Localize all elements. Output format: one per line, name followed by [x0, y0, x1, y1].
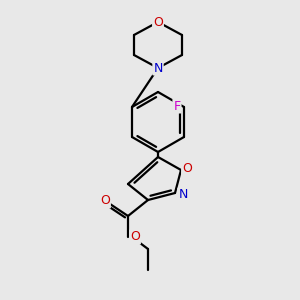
Text: F: F — [173, 100, 181, 112]
Text: N: N — [178, 188, 188, 202]
Text: O: O — [100, 194, 110, 208]
Text: O: O — [153, 16, 163, 28]
Text: N: N — [153, 61, 163, 74]
Text: O: O — [182, 161, 192, 175]
Text: O: O — [130, 230, 140, 244]
